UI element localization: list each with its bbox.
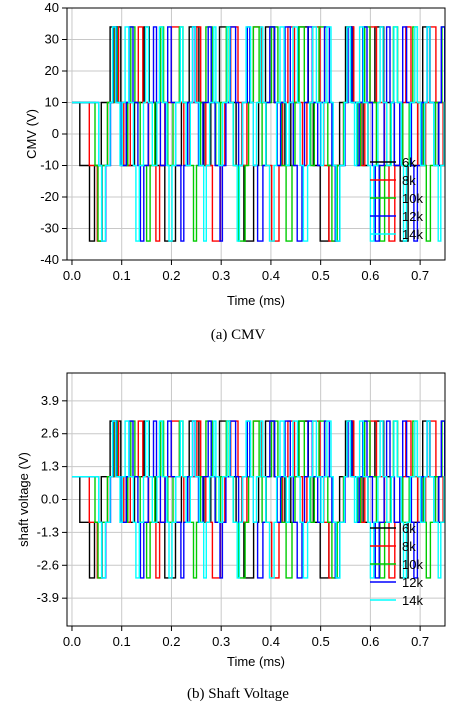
series-line-14k	[72, 420, 445, 579]
x-tick-label: 0.2	[162, 268, 180, 283]
legend: 6k 8k 10k 12k 14k	[370, 521, 423, 608]
y-tick-label: -10	[40, 158, 59, 173]
y-tick-label: -40	[40, 252, 59, 267]
y-tick-label: 3.9	[41, 393, 59, 408]
series-line-12k	[72, 420, 445, 579]
y-tick-label: -1.3	[37, 524, 59, 539]
x-tick-label: 0.0	[63, 634, 81, 649]
y-tick-label: -2.6	[37, 557, 59, 572]
chart-cmv: 0.0 0.1 0.2 0.3 0.4 0.5 0.6 0.7 -40 -30 -20 -10 0 10 2…	[24, 0, 446, 343]
y-tick-label: -30	[40, 221, 59, 236]
x-tick-label: 0.3	[212, 634, 230, 649]
y-axis-label: shaft voltage (V)	[16, 452, 31, 547]
x-axis-label: Time (ms)	[227, 293, 285, 308]
y-tick-label: 10	[45, 95, 59, 110]
legend-label-8k: 8k	[402, 173, 416, 188]
y-tick-label: -3.9	[37, 590, 59, 605]
x-tick-label: 0.0	[63, 268, 81, 283]
legend-label-6k: 6k	[402, 521, 416, 536]
y-axis-label: CMV (V)	[24, 109, 39, 159]
legend: 6k 8k 10k 12k 14k	[370, 155, 423, 242]
caption: (a) CMV	[211, 327, 266, 343]
x-tick-label: 0.5	[312, 634, 330, 649]
series-line-12k	[72, 26, 445, 242]
y-tick-label: -20	[40, 189, 59, 204]
x-axis-label: Time (ms)	[227, 654, 285, 669]
caption: (b) Shaft Voltage	[187, 686, 289, 702]
legend-label-8k: 8k	[402, 539, 416, 554]
chart-shaft-voltage: 0.0 0.1 0.2 0.3 0.4 0.5 0.6 0.7 -3.9 -2.6 -1.3 0.0 1…	[16, 372, 446, 702]
x-tick-label: 0.6	[361, 634, 379, 649]
legend-label-12k: 12k	[402, 209, 423, 224]
y-tick-label: 0.0	[41, 492, 59, 507]
x-tick-label: 0.6	[361, 268, 379, 283]
x-tick-label: 0.4	[262, 268, 280, 283]
y-tick-label: 1.3	[41, 459, 59, 474]
legend-label-10k: 10k	[402, 191, 423, 206]
x-tick-label: 0.7	[411, 268, 429, 283]
series-line-14k	[72, 26, 445, 242]
y-tick-label: 20	[45, 63, 59, 78]
y-tick-label: 40	[45, 0, 59, 15]
x-tick-label: 0.2	[162, 634, 180, 649]
x-tick-label: 0.5	[312, 268, 330, 283]
y-tick-label: 30	[45, 32, 59, 47]
legend-label-14k: 14k	[402, 227, 423, 242]
x-tick-label: 0.7	[411, 634, 429, 649]
legend-label-12k: 12k	[402, 575, 423, 590]
x-tick-label: 0.3	[212, 268, 230, 283]
y-tick-label: 0	[52, 126, 59, 141]
y-tick-label: 2.6	[41, 426, 59, 441]
x-tick-label: 0.1	[113, 634, 131, 649]
x-tick-label: 0.4	[262, 634, 280, 649]
legend-label-10k: 10k	[402, 557, 423, 572]
series-group	[72, 26, 445, 242]
legend-label-6k: 6k	[402, 155, 416, 170]
series-group	[72, 420, 445, 579]
x-tick-label: 0.1	[113, 268, 131, 283]
legend-label-14k: 14k	[402, 593, 423, 608]
